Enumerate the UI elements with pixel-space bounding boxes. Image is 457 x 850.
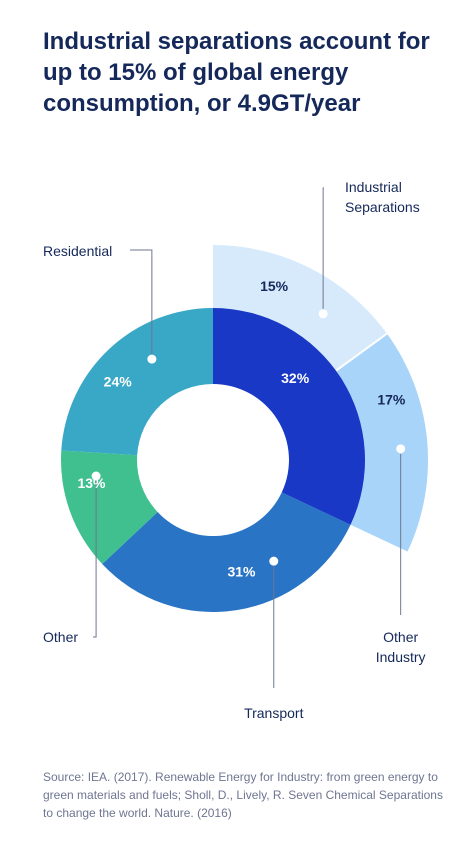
- slice-label-residential: 24%: [104, 374, 133, 390]
- leader-other: [93, 481, 97, 638]
- callout-residential: Residential: [43, 243, 112, 259]
- callout-transport: Transport: [244, 705, 304, 721]
- leader-dot-transport: [269, 556, 279, 566]
- outer-slice-divider: [335, 332, 388, 372]
- slice-label-transport: 31%: [227, 564, 256, 580]
- leader-dot-residential: [147, 354, 157, 364]
- slice-labels: 15% 17% 32% 31% 13% 24%: [77, 278, 405, 579]
- callout-labels: Industrial Separations Other Industry Transp…: [43, 179, 426, 721]
- slice-label-industrial-separations: 15%: [260, 278, 289, 294]
- leader-dot-other: [91, 471, 101, 481]
- leader-industrial-separations: [322, 187, 324, 309]
- slice-transport: [102, 492, 351, 612]
- source-note: Source: IEA. (2017). Renewable Energy fo…: [43, 770, 443, 820]
- slice-residential: [61, 308, 213, 456]
- leader-residential: [130, 249, 153, 355]
- callout-other-industry: Other Industry: [376, 629, 426, 665]
- inner-ring: [61, 308, 365, 612]
- callout-leaders: [91, 187, 406, 688]
- slice-label-other: 13%: [77, 475, 106, 491]
- slice-industry-total: [213, 308, 365, 525]
- slice-other: [61, 450, 158, 565]
- slice-label-other-industry: 17%: [377, 391, 406, 407]
- callout-other: Other: [43, 629, 78, 645]
- slice-label-industry-total: 32%: [281, 370, 310, 386]
- leader-dot-industrial-separations: [318, 309, 328, 319]
- callout-industrial-separations: Industrial Separations: [345, 179, 420, 215]
- chart-title: Industrial separations account for up to…: [43, 28, 430, 117]
- leader-dot-other-industry: [396, 444, 406, 454]
